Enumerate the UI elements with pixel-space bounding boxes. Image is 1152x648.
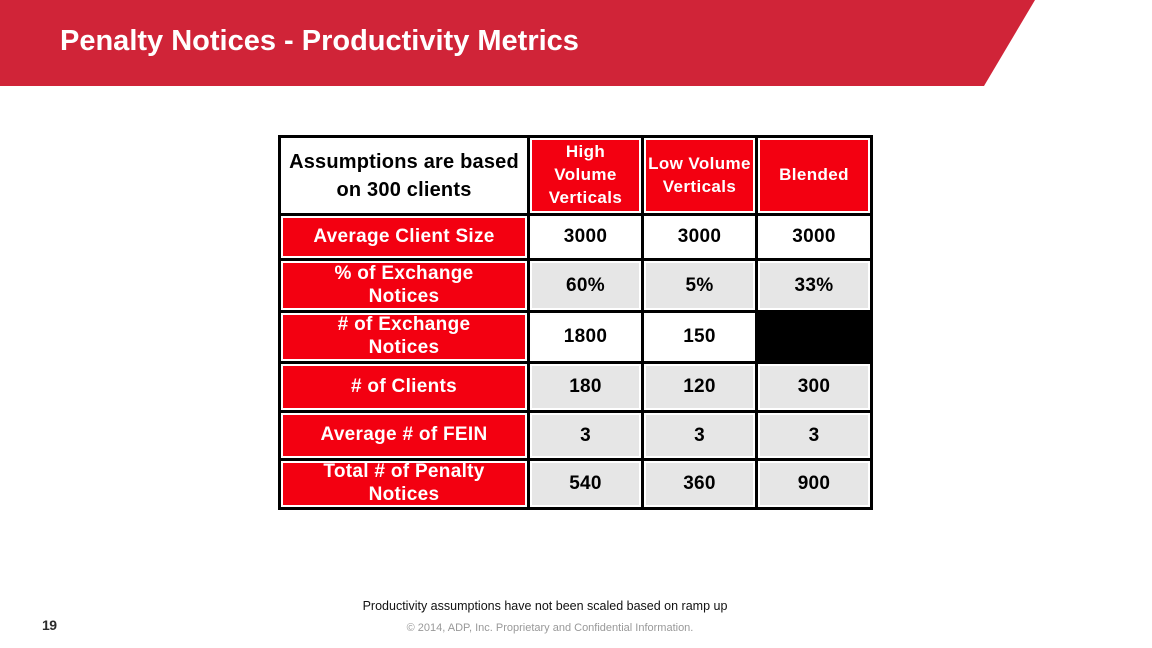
value-cell: 3: [755, 410, 873, 461]
value-cell: 60%: [527, 258, 644, 313]
value-cell: 540: [527, 458, 644, 510]
page-number: 19: [42, 617, 57, 633]
table-row: % of Exchange Notices 60% 5% 33%: [278, 258, 873, 313]
table-corner-header: Assumptions are based on 300 clients: [278, 135, 530, 216]
value-cell: 300: [755, 361, 873, 413]
value-cell: 3000: [527, 213, 644, 261]
row-label: % of Exchange Notices: [278, 258, 530, 313]
metrics-table: Assumptions are based on 300 clients Hig…: [278, 135, 873, 510]
value-cell: 120: [641, 361, 758, 413]
column-header-low-volume: Low Volume Verticals: [641, 135, 758, 216]
slide-title: Penalty Notices - Productivity Metrics: [60, 25, 579, 57]
value-cell: 3000: [641, 213, 758, 261]
column-header-blended: Blended: [755, 135, 873, 216]
value-cell: 3000: [755, 213, 873, 261]
value-cell: 1800: [527, 310, 644, 364]
title-banner: Penalty Notices - Productivity Metrics: [0, 0, 1035, 86]
value-cell: 360: [641, 458, 758, 510]
table-row: # of Clients 180 120 300: [278, 361, 873, 413]
table-row: # of Exchange Notices 1800 150: [278, 310, 873, 364]
row-label: Average # of FEIN: [278, 410, 530, 461]
copyright: © 2014, ADP, Inc. Proprietary and Confid…: [406, 622, 694, 634]
column-header-high-volume: High Volume Verticals: [527, 135, 644, 216]
value-cell: 3: [527, 410, 644, 461]
value-cell: 3: [641, 410, 758, 461]
table-row: Average # of FEIN 3 3 3: [278, 410, 873, 461]
value-cell: 900: [755, 458, 873, 510]
blacked-out-cell: [755, 310, 873, 364]
row-label: Average Client Size: [278, 213, 530, 261]
table-row: Average Client Size 3000 3000 3000: [278, 213, 873, 261]
value-cell: 180: [527, 361, 644, 413]
value-cell: 5%: [641, 258, 758, 313]
value-cell: 150: [641, 310, 758, 364]
footnote: Productivity assumptions have not been s…: [362, 599, 728, 613]
value-cell: 33%: [755, 258, 873, 313]
table-row: Total # of Penalty Notices 540 360 900: [278, 458, 873, 510]
row-label: Total # of Penalty Notices: [278, 458, 530, 510]
table-header-row: Assumptions are based on 300 clients Hig…: [278, 135, 873, 216]
row-label: # of Exchange Notices: [278, 310, 530, 364]
row-label: # of Clients: [278, 361, 530, 413]
